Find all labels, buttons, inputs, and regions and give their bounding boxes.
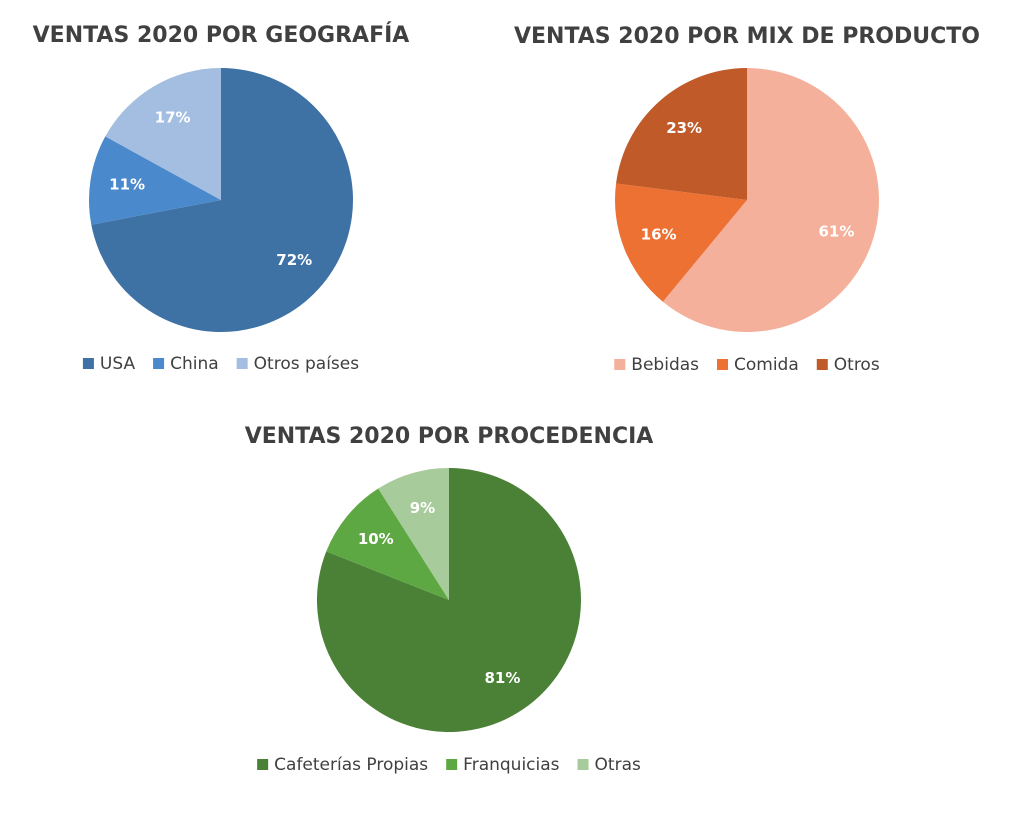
- legend: Bebidas Comida Otros: [614, 355, 880, 375]
- data-label: 61%: [818, 223, 854, 241]
- chart: VENTAS 2020 POR PROCEDENCIA 81% 10% 9% Cafet…: [245, 424, 654, 775]
- legend-label: USA: [100, 354, 136, 374]
- legend-label: Otros: [834, 355, 880, 375]
- legend-swatch: [257, 759, 269, 770]
- data-label: 11%: [109, 176, 145, 194]
- chart-title: VENTAS 2020 POR MIX DE PRODUCTO: [514, 24, 980, 49]
- chart-title: VENTAS 2020 POR GEOGRAFÍA: [33, 22, 410, 48]
- legend-swatch: [816, 359, 828, 370]
- legend-swatch: [236, 358, 248, 369]
- legend-label: Bebidas: [631, 355, 699, 375]
- pie-slice: [616, 68, 747, 200]
- legend-swatch: [446, 759, 458, 770]
- data-label: 72%: [276, 251, 312, 269]
- legend-label: Otros países: [254, 354, 360, 374]
- legend-swatch: [577, 759, 589, 770]
- pie-slice: [105, 68, 221, 200]
- legend-label: Franquicias: [463, 755, 559, 775]
- pie-slice: [89, 136, 221, 225]
- data-label: 9%: [410, 499, 435, 517]
- legend: Cafeterías Propias Franquicias Otras: [257, 755, 641, 775]
- chart: VENTAS 2020 POR MIX DE PRODUCTO 61% 16% 23%…: [514, 24, 980, 375]
- pie-slice: [326, 488, 449, 600]
- data-label: 23%: [666, 119, 702, 137]
- pie-slice: [378, 468, 449, 600]
- data-label: 10%: [358, 530, 394, 548]
- legend-label: Cafeterías Propias: [274, 755, 428, 775]
- legend-label: Comida: [734, 355, 799, 375]
- data-label: 16%: [641, 225, 677, 243]
- legend-swatch: [717, 359, 729, 370]
- data-label: 17%: [155, 109, 191, 127]
- chart: VENTAS 2020 POR GEOGRAFÍA 72% 11% 17% USA Chi…: [33, 22, 410, 374]
- legend: USA China Otros países: [82, 354, 360, 374]
- data-label: 81%: [484, 669, 520, 687]
- legend-label: Otras: [595, 755, 641, 775]
- legend-label: China: [170, 354, 219, 374]
- chart-title: VENTAS 2020 POR PROCEDENCIA: [245, 424, 654, 449]
- pie-slice: [91, 68, 354, 332]
- legend-swatch: [153, 358, 165, 369]
- pie-slice: [662, 68, 879, 332]
- legend-swatch: [614, 359, 626, 370]
- pie-slice: [615, 183, 747, 302]
- legend-swatch: [82, 358, 94, 369]
